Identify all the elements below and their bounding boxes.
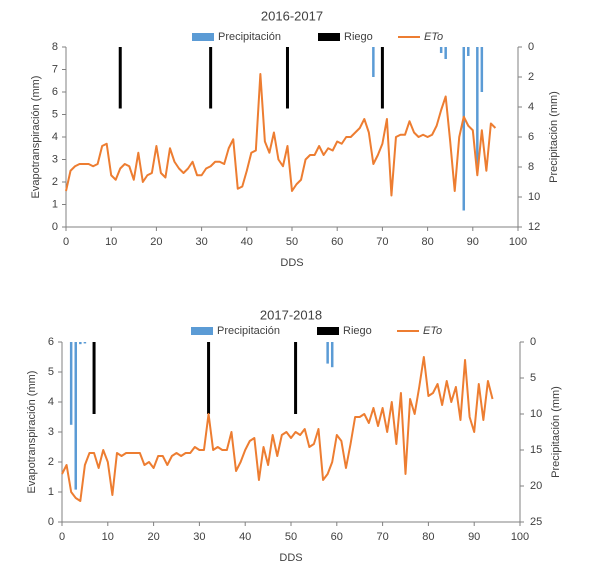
bar (380, 47, 384, 109)
y-tick-label: 1 (52, 198, 58, 210)
line (61, 356, 494, 502)
y-tick-label: 7 (52, 63, 58, 75)
bar (74, 342, 77, 490)
y2-tick-label: 25 (530, 516, 542, 528)
legend-label: Riego (343, 325, 372, 337)
legend-label: Riego (344, 31, 373, 43)
bar (476, 47, 479, 169)
y2-tick-label: 15 (530, 444, 542, 456)
bar (79, 342, 82, 345)
x-axis-label: DDS (280, 257, 303, 269)
y-tick-label: 5 (48, 366, 54, 378)
y2-tick-label: 12 (528, 221, 540, 233)
y-tick-label: 5 (52, 108, 58, 120)
y2-tick-label: 6 (528, 131, 534, 143)
y2-tick-label: 5 (530, 372, 536, 384)
legend-label: ETo (424, 31, 443, 43)
y2-tick-label: 0 (528, 41, 534, 53)
x-tick-label: 40 (241, 236, 253, 248)
y2-tick-label: 0 (530, 336, 536, 348)
x-tick-label: 90 (467, 236, 479, 248)
bar (326, 342, 329, 364)
bar (69, 342, 73, 425)
x-tick-label: 70 (376, 531, 388, 543)
y2-tick-label: 10 (528, 191, 540, 203)
x-tick-label: 0 (59, 531, 65, 543)
x-tick-label: 10 (102, 531, 114, 543)
x-tick-label: 50 (285, 531, 297, 543)
x-tick-label: 0 (63, 236, 69, 248)
legend-swatch (192, 33, 214, 41)
bar (285, 47, 289, 109)
bar (209, 47, 213, 109)
bar (118, 47, 122, 109)
y-tick-label: 2 (52, 176, 58, 188)
y2-tick-label: 2 (528, 71, 534, 83)
y-tick-label: 4 (52, 131, 58, 143)
y2-tick-label: 8 (528, 161, 534, 173)
y-tick-label: 3 (52, 153, 58, 165)
chart-title: 2017-2018 (260, 307, 322, 322)
x-tick-label: 10 (105, 236, 117, 248)
y-tick-label: 1 (48, 486, 54, 498)
x-tick-label: 40 (239, 531, 251, 543)
bar (92, 342, 96, 414)
x-tick-label: 30 (195, 236, 207, 248)
y-tick-label: 6 (52, 86, 58, 98)
y2-tick-label: 4 (528, 101, 534, 113)
y2-axis-label: Precipitación (mm) (550, 386, 562, 478)
x-tick-label: 70 (376, 236, 388, 248)
x-tick-label: 80 (421, 236, 433, 248)
bar (439, 47, 443, 53)
bar (372, 47, 375, 77)
bar (467, 47, 470, 56)
x-tick-label: 50 (286, 236, 298, 248)
x-tick-label: 80 (422, 531, 434, 543)
y-axis-label: Evapotranspiración (mm) (30, 76, 42, 199)
bar (207, 342, 211, 414)
y2-tick-label: 10 (530, 408, 542, 420)
y-tick-label: 0 (48, 516, 54, 528)
x-tick-label: 20 (150, 236, 162, 248)
bar (330, 342, 334, 368)
x-tick-label: 100 (511, 531, 529, 543)
x-tick-label: 30 (193, 531, 205, 543)
x-tick-label: 20 (147, 531, 159, 543)
bar (294, 342, 298, 414)
x-tick-label: 60 (331, 236, 343, 248)
y-tick-label: 8 (52, 41, 58, 53)
x-axis-label: DDS (279, 552, 302, 564)
bar (480, 47, 484, 92)
y-tick-label: 4 (48, 396, 54, 408)
legend-swatch (318, 33, 340, 41)
legend-label: Precipitación (218, 31, 281, 43)
legend-swatch (317, 327, 339, 335)
bar (444, 47, 447, 59)
legend-swatch (191, 327, 213, 335)
legend-label: Precipitación (217, 325, 280, 337)
y-tick-label: 2 (48, 456, 54, 468)
bar (83, 342, 87, 344)
chart-title: 2016-2017 (261, 8, 323, 23)
legend-label: ETo (423, 325, 442, 337)
y-axis-label: Evapotranspiración (mm) (26, 371, 38, 494)
line (65, 73, 497, 197)
y2-tick-label: 20 (530, 480, 542, 492)
x-tick-label: 100 (509, 236, 527, 248)
y-tick-label: 3 (48, 426, 54, 438)
bar (462, 47, 466, 211)
x-tick-label: 60 (331, 531, 343, 543)
y-tick-label: 0 (52, 221, 58, 233)
y-tick-label: 6 (48, 336, 54, 348)
x-tick-label: 90 (468, 531, 480, 543)
y2-axis-label: Precipitación (mm) (548, 91, 560, 183)
